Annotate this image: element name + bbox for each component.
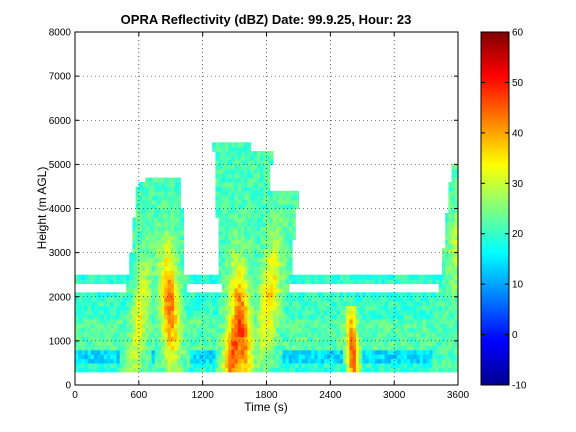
x-tick-label: 0: [72, 390, 78, 401]
colorbar-tick-label: 50: [512, 78, 524, 89]
y-tick-label: 5000: [49, 160, 72, 171]
colorbar-tick-label: 20: [512, 229, 524, 240]
colorbar-tick-label: 30: [512, 179, 524, 190]
y-tick-label: 4000: [49, 204, 72, 215]
x-tick-label: 1200: [192, 390, 215, 401]
x-tick-label: 600: [130, 390, 147, 401]
y-tick-label: 0: [65, 381, 71, 392]
y-tick-label: 7000: [49, 72, 72, 83]
x-tick-label: 2400: [319, 390, 342, 401]
colorbar-tick-label: 0: [512, 330, 518, 341]
x-tick-label: 1800: [255, 390, 278, 401]
grid-lines: [75, 32, 458, 385]
colorbar-ticks: -10 0 10 20 30 40 50 60: [481, 28, 527, 392]
x-tick-label: 3600: [447, 390, 470, 401]
y-tick-label: 2000: [49, 292, 72, 303]
y-tick-label: 8000: [49, 28, 72, 39]
y-tick-label: 1000: [49, 336, 72, 347]
x-axis-label: Time (s): [244, 400, 288, 414]
x-tick-label: 3000: [383, 390, 406, 401]
colorbar-tick-label: 60: [512, 28, 524, 39]
chart-title: OPRA Reflectivity (dBZ) Date: 99.9.25, H…: [121, 12, 412, 27]
y-tick-label: 6000: [49, 116, 72, 127]
reflectivity-field: [75, 142, 458, 373]
colorbar-tick-label: 40: [512, 128, 524, 139]
y-axis: 0 1000 2000 3000 4000 5000 6000 7000 8000: [49, 28, 458, 392]
x-axis: 0 600 1200 1800 2400 3000 3600: [72, 32, 470, 401]
y-axis-label: Height (m AGL): [35, 167, 49, 250]
y-tick-label: 3000: [49, 248, 72, 259]
colorbar-tick-label: -10: [512, 381, 527, 392]
colorbar-tick-label: 10: [512, 280, 524, 291]
colorbar: [480, 31, 510, 386]
